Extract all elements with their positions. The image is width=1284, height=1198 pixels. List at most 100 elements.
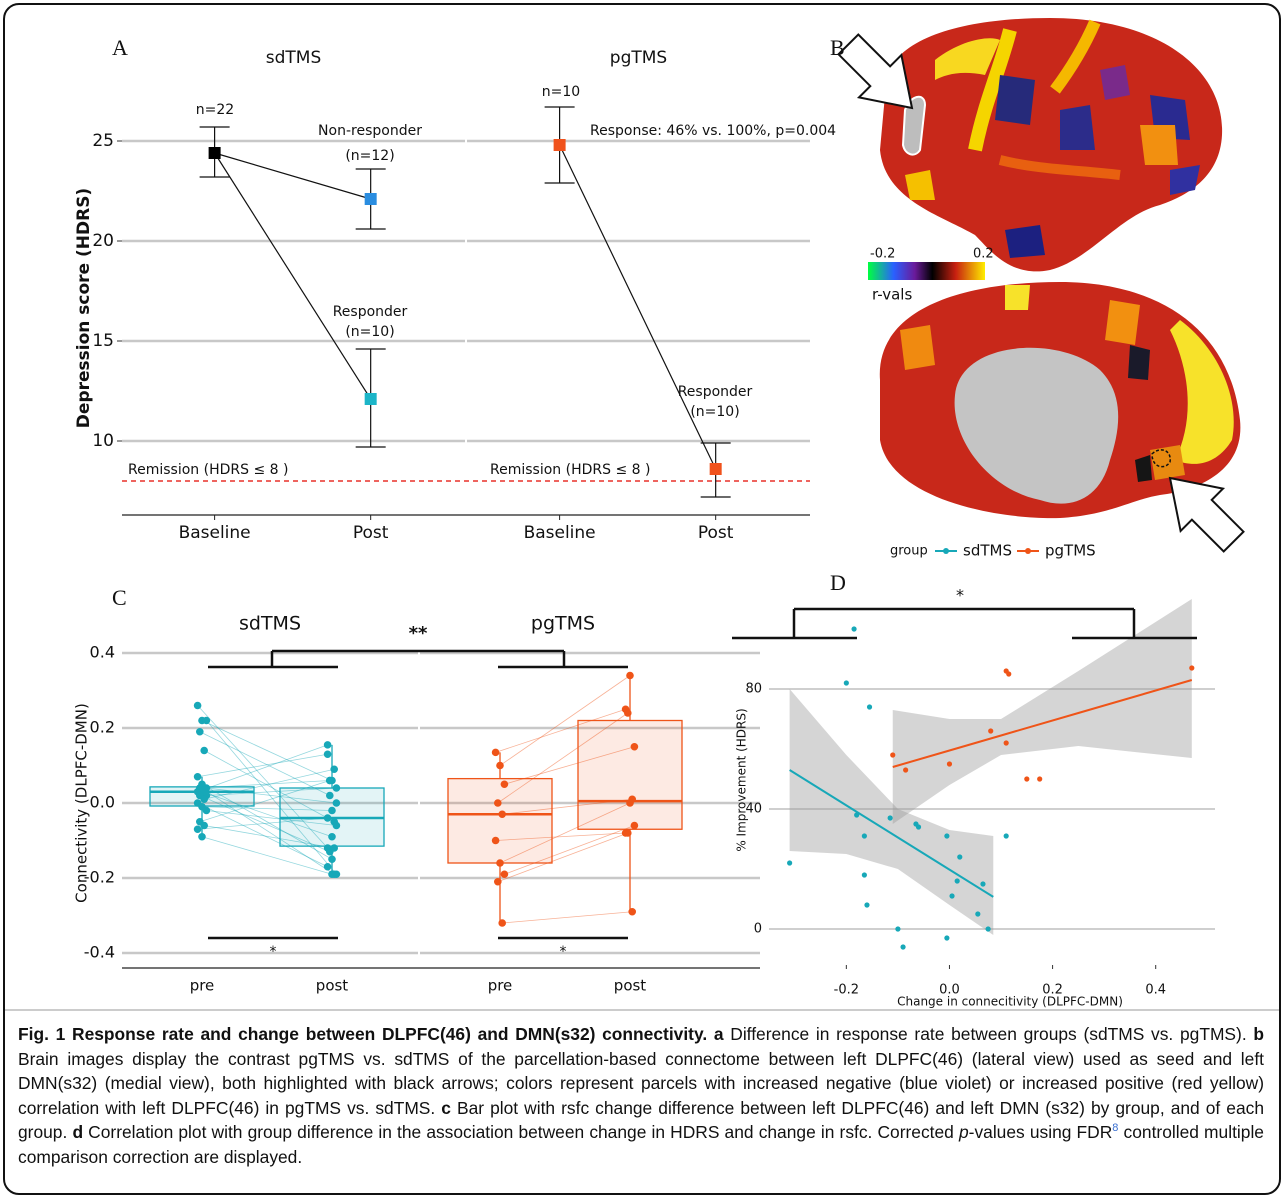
- point: [323, 862, 332, 871]
- point: [1003, 833, 1009, 839]
- facet-title: pgTMS: [531, 613, 595, 635]
- point: [332, 799, 341, 807]
- y-axis-label: Depression score (HDRS): [74, 188, 94, 428]
- point: [1006, 671, 1012, 677]
- pair-line: [497, 712, 629, 804]
- y-tick-label: 0.0: [90, 793, 115, 812]
- point: [630, 821, 639, 830]
- point: [323, 750, 332, 759]
- y-tick-label: 0.2: [90, 718, 115, 737]
- facet-title: sdTMS: [239, 613, 301, 635]
- caption-text: Fig. 1 Response rate and change between …: [18, 1024, 724, 1044]
- x-tick-label: Baseline: [179, 523, 251, 543]
- point: [861, 872, 867, 878]
- significance: *: [270, 944, 277, 960]
- point: [988, 728, 994, 734]
- caption-text: Correlation plot with group difference i…: [83, 1122, 959, 1142]
- legend-label: sdTMS: [963, 542, 1012, 560]
- pair-line: [499, 675, 631, 766]
- point: [364, 193, 377, 205]
- point: [326, 776, 334, 785]
- point: [1003, 740, 1009, 746]
- point: [854, 812, 860, 818]
- x-tick-label: pre: [190, 977, 215, 995]
- box: [447, 777, 553, 864]
- point: [323, 741, 332, 749]
- pair-line: [204, 825, 335, 849]
- annotation: (n=10): [690, 404, 739, 420]
- point: [491, 836, 500, 845]
- pair-line: [197, 802, 328, 868]
- point: [323, 814, 332, 822]
- significance: *: [956, 586, 964, 605]
- caption-text: d: [72, 1122, 84, 1142]
- point: [903, 767, 909, 773]
- point: [890, 752, 896, 758]
- y-tick-label: 40: [745, 802, 762, 817]
- annotation: Non-responder: [318, 123, 422, 139]
- pair-line: [203, 789, 335, 875]
- point: [202, 716, 211, 725]
- connector: [559, 144, 717, 470]
- pair-line: [199, 795, 330, 853]
- point: [553, 139, 566, 151]
- point: [330, 765, 339, 774]
- point: [900, 944, 906, 950]
- point: [787, 860, 793, 866]
- annotation: n=22: [196, 102, 234, 118]
- point: [496, 761, 504, 770]
- point: [328, 806, 336, 815]
- x-axis-label: Change in connecitivity (DLPFC-DMN): [897, 995, 1123, 1009]
- point: [624, 709, 632, 717]
- confidence-band: [892, 599, 1192, 824]
- caption-text: 8: [1112, 1122, 1119, 1135]
- colorbar: [868, 262, 985, 280]
- pair-line: [197, 744, 328, 793]
- point: [628, 907, 636, 916]
- colorbar-tick-label: 0.2: [973, 247, 994, 262]
- point: [364, 393, 377, 405]
- pair-line: [201, 720, 333, 781]
- significance: **: [409, 623, 428, 644]
- point: [1037, 776, 1043, 782]
- annotation: Response: 46% vs. 100%, p=0.004: [590, 123, 836, 139]
- caption-text: b: [1253, 1024, 1264, 1044]
- point: [954, 878, 960, 884]
- pair-line: [197, 817, 328, 830]
- pair-line: [197, 753, 328, 778]
- y-tick-label: 15: [92, 331, 114, 351]
- point: [500, 780, 509, 789]
- pair-line: [201, 836, 333, 875]
- point: [944, 935, 950, 941]
- point: [496, 859, 504, 867]
- point: [864, 902, 870, 908]
- box: [577, 719, 683, 830]
- point: [624, 829, 632, 837]
- point: [326, 791, 334, 800]
- point: [200, 821, 208, 830]
- panel-label: C: [112, 585, 127, 610]
- pair-line: [206, 720, 337, 875]
- point: [328, 832, 336, 841]
- caption-text: Bar plot with rsfc change difference bet…: [18, 1097, 1265, 1143]
- panel-label: D: [830, 570, 846, 595]
- point: [957, 854, 963, 860]
- fit-line: [789, 769, 994, 898]
- legend-label: pgTMS: [1045, 542, 1096, 560]
- brain-medial: [879, 282, 1245, 553]
- colorbar-title: r-vals: [872, 286, 912, 304]
- annotation: (n=10): [345, 324, 394, 340]
- pair-line: [206, 787, 337, 796]
- point: [946, 761, 953, 767]
- point: [626, 671, 634, 680]
- point: [630, 742, 639, 751]
- caption-text: p: [958, 1122, 969, 1142]
- legend-swatch-dot: [943, 548, 949, 554]
- brain-lateral: [837, 18, 1223, 272]
- x-tick-label: -0.2: [834, 983, 859, 998]
- point: [915, 824, 922, 830]
- y-tick-label: 25: [92, 131, 114, 151]
- facet-title: sdTMS: [266, 48, 322, 68]
- pair-line: [499, 802, 631, 864]
